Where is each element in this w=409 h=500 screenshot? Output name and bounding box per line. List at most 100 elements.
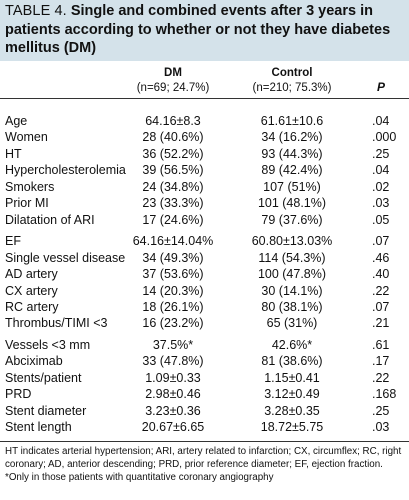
cell-dm: 23 (33.3%) (142, 196, 204, 211)
cell-control: 114 (54.3%) (258, 250, 326, 265)
table-row: AD artery 37 (53.6%) 100 (47.8%) .40 (0, 266, 409, 282)
cell-dm: 37.5%* (152, 337, 194, 352)
row-label: EF (5, 234, 21, 249)
cell-dm: 16 (23.2%) (142, 316, 204, 331)
row-label: CX artery (5, 283, 58, 298)
column-header-dm-n: (n=69; 24.7%) (136, 82, 210, 94)
table-row: Stents/patient 1.09±0.33 1.15±0.41 .22 (0, 370, 409, 386)
cell-control: 1.15±0.41 (264, 370, 320, 385)
cell-control: 107 (51%) (263, 179, 321, 194)
cell-control: 3.12±0.49 (264, 387, 320, 402)
cell-dm: 3.23±0.36 (145, 403, 201, 418)
table-title: TABLE 4. Single and combined events afte… (5, 2, 405, 58)
cell-control: 80 (38.1%) (261, 299, 323, 314)
row-label: Stents/patient (5, 370, 82, 385)
cell-control: 3.28±0.35 (264, 403, 320, 418)
cell-control: 42.6%* (271, 337, 313, 352)
cell-dm: 18 (26.1%) (142, 299, 204, 314)
cell-dm: 17 (24.6%) (142, 212, 204, 227)
table-row: HT 36 (52.2%) 93 (44.3%) .25 (0, 146, 409, 162)
cell-dm: 1.09±0.33 (145, 370, 201, 385)
table-row: RC artery 18 (26.1%) 80 (38.1%) .07 (0, 299, 409, 315)
column-header-dm: DM (n=69; 24.7%) (118, 66, 228, 96)
bottom-rule (0, 441, 409, 442)
cell-p: .02 (372, 179, 390, 194)
cell-control: 18.72±5.75 (260, 420, 324, 435)
cell-control: 89 (42.4%) (261, 163, 323, 178)
row-label: AD artery (5, 267, 58, 281)
cell-p: .40 (372, 267, 390, 281)
cell-p: .22 (372, 370, 390, 385)
table-row: Age 64.16±8.3 61.61±10.6 .04 (0, 113, 409, 129)
table-row: Dilatation of ARI 17 (24.6%) 79 (37.6%) .05 (0, 212, 409, 228)
cell-p: .22 (372, 283, 390, 298)
table-row: Prior MI 23 (33.3%) 101 (48.1%) .03 (0, 195, 409, 211)
cell-control: 60.80±13.03% (251, 234, 333, 249)
cell-dm: 64.16±8.3 (145, 114, 201, 128)
row-label: Age (5, 114, 28, 128)
cell-dm: 36 (52.2%) (142, 146, 204, 161)
cell-control: 101 (48.1%) (257, 196, 327, 211)
title-band (0, 0, 409, 61)
table-row: PRD 2.98±0.46 3.12±0.49 .168 (0, 386, 409, 402)
cell-dm: 14 (20.3%) (142, 283, 204, 298)
cell-dm: 39 (56.5%) (142, 163, 204, 178)
cell-control: 79 (37.6%) (261, 212, 323, 227)
column-header-dm-name: DM (164, 67, 182, 79)
row-label: Stent diameter (5, 403, 87, 418)
cell-p: .04 (372, 163, 390, 178)
cell-p: .168 (372, 387, 397, 402)
cell-dm: 33 (47.8%) (142, 354, 204, 369)
header-rule (0, 98, 409, 99)
cell-p: .03 (372, 420, 390, 435)
column-header-control-name: Control (271, 67, 313, 79)
cell-dm: 64.16±14.04% (132, 234, 214, 249)
table-row: Hypercholesterolemia 39 (56.5%) 89 (42.4%)… (0, 162, 409, 178)
cell-p: .05 (372, 212, 390, 227)
cell-p: .17 (372, 354, 390, 369)
cell-dm: 34 (49.3%) (142, 250, 204, 265)
cell-dm: 2.98±0.46 (145, 387, 201, 402)
table-row: Abciximab 33 (47.8%) 81 (38.6%) .17 (0, 353, 409, 369)
column-header-control: Control (n=210; 75.3%) (233, 66, 351, 96)
cell-p: .03 (372, 196, 390, 211)
cell-p: .07 (372, 299, 390, 314)
column-header-control-n: (n=210; 75.3%) (252, 82, 332, 94)
row-label: Dilatation of ARI (5, 212, 95, 227)
cell-dm: 28 (40.6%) (142, 130, 204, 145)
row-label: Single vessel disease (5, 250, 126, 265)
cell-p: .25 (372, 146, 390, 161)
row-label: Prior MI (5, 196, 49, 211)
table-footnote: HT indicates arterial hypertension; ARI,… (5, 446, 402, 484)
cell-control: 61.61±10.6 (260, 114, 324, 128)
table-row: Thrombus/TIMI <3 16 (23.2%) 65 (31%) .21 (0, 315, 409, 331)
row-label: Abciximab (5, 354, 63, 369)
table-row: Smokers 24 (34.8%) 107 (51%) .02 (0, 179, 409, 195)
table-row: Stent length 20.67±6.65 18.72±5.75 .03 (0, 419, 409, 435)
cell-p: .04 (372, 114, 390, 128)
cell-control: 34 (16.2%) (261, 130, 323, 145)
cell-p: .25 (372, 403, 390, 418)
cell-control: 65 (31%) (266, 316, 318, 331)
table-label: TABLE 4. (5, 3, 67, 19)
row-label: Hypercholesterolemia (5, 163, 126, 178)
cell-control: 81 (38.6%) (261, 354, 323, 369)
row-label: HT (5, 146, 22, 161)
cell-dm: 24 (34.8%) (142, 179, 204, 194)
cell-control: 100 (47.8%) (257, 267, 327, 281)
cell-p: .07 (372, 234, 390, 249)
column-header-p: P (376, 80, 385, 94)
row-label: PRD (5, 387, 32, 402)
table-row: EF 64.16±14.04% 60.80±13.03% .07 (0, 233, 409, 249)
row-label: Women (5, 130, 48, 145)
cell-dm: 20.67±6.65 (141, 420, 205, 435)
table-row: Vessels <3 mm 37.5%* 42.6%* .61 (0, 337, 409, 353)
row-label: Vessels <3 mm (5, 337, 91, 352)
cell-p: .46 (372, 250, 390, 265)
cell-p: .000 (372, 130, 397, 145)
table-row: Women 28 (40.6%) 34 (16.2%) .000 (0, 129, 409, 145)
table-row: CX artery 14 (20.3%) 30 (14.1%) .22 (0, 283, 409, 299)
cell-p: .61 (372, 337, 390, 352)
cell-p: .21 (372, 316, 390, 331)
